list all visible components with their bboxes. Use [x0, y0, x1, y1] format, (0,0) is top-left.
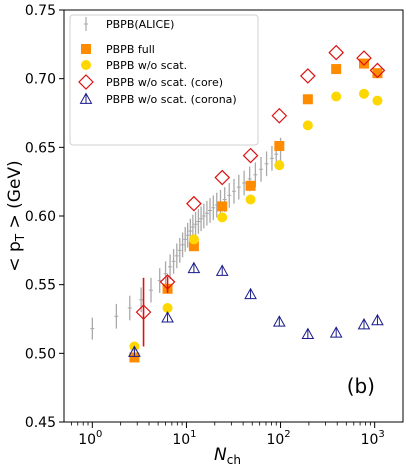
data-point: [217, 201, 228, 212]
data-point: [356, 50, 372, 66]
data-point: [168, 254, 173, 280]
x-tick-label: 101: [172, 429, 196, 448]
series-circle: [129, 88, 383, 352]
series-errorbar: [90, 137, 283, 340]
data-point: [188, 241, 199, 252]
legend-marker: [81, 44, 91, 54]
data-point: [186, 195, 202, 212]
data-point: [214, 169, 231, 186]
y-tick-label: 0.50: [25, 346, 56, 362]
data-point: [274, 140, 285, 151]
legend-marker: [84, 17, 88, 31]
y-tick-label: 0.65: [25, 140, 56, 156]
data-point: [301, 327, 315, 340]
data-point: [183, 226, 188, 252]
x-tick-label: 100: [78, 429, 102, 448]
legend-label: PBPB(ALICE): [106, 18, 174, 31]
data-point: [163, 261, 168, 287]
data-point: [242, 170, 247, 196]
data-point: [245, 180, 256, 191]
y-tick-label: 0.70: [25, 72, 56, 88]
data-point: [272, 315, 286, 327]
legend-label: PBPB w/o scat.: [106, 59, 187, 72]
legend-marker: [79, 92, 93, 104]
data-point: [227, 183, 232, 208]
data-point: [196, 209, 201, 234]
data-point: [162, 303, 173, 314]
data-point: [328, 44, 345, 61]
data-point: [231, 178, 236, 204]
data-point: [127, 295, 132, 321]
data-point: [174, 243, 179, 269]
data-point: [159, 274, 176, 290]
data-point: [372, 68, 383, 79]
data-point: [331, 91, 342, 102]
legend: PBPB(ALICE) PBPB full PBPB w/o scat. PBPB w…: [69, 14, 259, 146]
data-point: [371, 313, 384, 326]
panel-label: (b): [347, 374, 375, 398]
data-point: [148, 277, 153, 303]
legend-label: PBPB w/o scat. (core): [106, 76, 223, 89]
y-tick-label: 0.45: [25, 415, 56, 431]
data-point: [264, 151, 269, 177]
data-point: [259, 156, 264, 182]
data-point: [269, 145, 274, 171]
y-tick-label: 0.55: [25, 278, 56, 294]
data-point: [161, 311, 174, 323]
data-point: [358, 58, 369, 69]
data-point: [211, 195, 216, 221]
x-axis-label: Nch: [214, 445, 241, 467]
data-point: [201, 203, 206, 229]
y-axis-label: < pT > (GeV): [5, 160, 27, 271]
data-point: [90, 317, 95, 340]
data-point: [193, 211, 198, 237]
data-point: [157, 268, 162, 293]
data-point: [171, 248, 176, 274]
legend-label: PBPB full: [106, 43, 155, 56]
data-point: [199, 206, 204, 232]
data-point: [177, 237, 182, 263]
data-point: [187, 261, 201, 274]
legend-marker: [78, 74, 94, 90]
data-point: [271, 107, 288, 124]
data-point: [180, 232, 185, 258]
data-point: [245, 194, 256, 205]
data-point: [274, 160, 285, 171]
legend-box: [69, 14, 259, 146]
data-point: [369, 62, 386, 79]
data-point: [188, 234, 199, 245]
data-point: [300, 68, 316, 84]
y-tick-label: 0.75: [25, 3, 56, 19]
data-point: [244, 287, 257, 300]
data-point: [215, 264, 229, 276]
data-layer: [90, 44, 386, 363]
data-point: [372, 95, 383, 106]
data-point: [185, 222, 190, 248]
data-point: [135, 304, 152, 320]
data-point: [242, 147, 259, 164]
data-point: [208, 198, 213, 223]
legend-label: PBPB w/o scat. (corona): [106, 93, 237, 106]
series-diamond: [135, 44, 386, 347]
data-point: [129, 352, 140, 363]
data-point: [204, 200, 209, 226]
axes-layer: 0.45 0.50 0.55 0.60 0.65 0.70 0.75 100 101 102 103…: [5, 3, 404, 467]
series-triangle: [128, 261, 384, 357]
data-point: [331, 64, 342, 75]
y-tick-label: 0.60: [25, 209, 56, 225]
data-point: [358, 88, 369, 99]
data-point: [302, 120, 313, 131]
data-point: [114, 303, 119, 329]
data-point: [128, 345, 141, 357]
x-tick-label: 103: [361, 429, 385, 448]
data-point: [357, 317, 371, 330]
data-point: [236, 174, 241, 200]
data-point: [329, 326, 343, 338]
data-point: [302, 94, 313, 105]
legend-marker: [81, 60, 91, 70]
data-point: [217, 212, 228, 223]
x-tick-label: 102: [266, 429, 290, 448]
